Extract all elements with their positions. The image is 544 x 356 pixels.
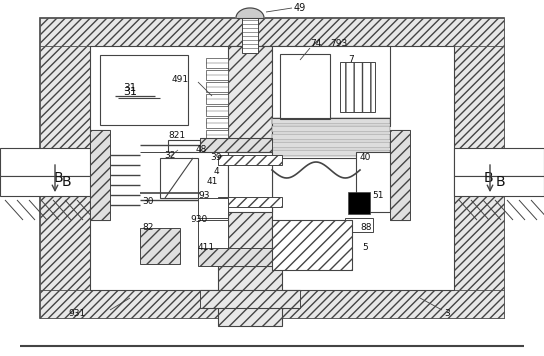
Bar [200, 138, 272, 152]
Text: 30: 30 [142, 198, 153, 206]
Bar [218, 155, 282, 165]
Bar [390, 130, 410, 220]
Polygon shape [90, 290, 454, 318]
Polygon shape [40, 18, 504, 46]
Bar [340, 62, 375, 112]
Text: 931: 931 [68, 309, 85, 319]
Text: 51: 51 [372, 192, 384, 200]
Text: 88: 88 [360, 224, 372, 232]
Bar [90, 130, 110, 220]
Polygon shape [272, 46, 390, 126]
Text: 31: 31 [123, 83, 137, 93]
Bar [272, 150, 390, 156]
Bar [454, 176, 544, 196]
Bar [280, 54, 330, 119]
Text: 7: 7 [348, 56, 354, 64]
Bar [272, 142, 390, 148]
Text: 4: 4 [214, 168, 220, 177]
Text: 411: 411 [198, 244, 215, 252]
Bar [218, 197, 282, 207]
Polygon shape [40, 46, 90, 290]
Polygon shape [2, 150, 88, 174]
Bar [272, 220, 352, 270]
Bar [356, 152, 390, 212]
Bar [228, 46, 272, 300]
Text: 93: 93 [198, 192, 209, 200]
Bar [90, 46, 454, 290]
Text: B: B [496, 175, 505, 189]
Text: 48: 48 [196, 146, 207, 155]
Bar [228, 152, 272, 212]
Text: 3: 3 [444, 309, 450, 319]
Bar [272, 46, 390, 126]
Text: 74: 74 [310, 40, 322, 48]
Text: 41: 41 [207, 178, 218, 187]
Text: 49: 49 [294, 3, 306, 13]
Bar [206, 142, 228, 152]
Bar [168, 140, 200, 152]
Bar [206, 106, 228, 116]
Bar [206, 130, 228, 140]
Text: 793: 793 [330, 40, 347, 48]
Bar [272, 118, 390, 124]
Polygon shape [40, 290, 504, 318]
Bar [198, 220, 228, 250]
Bar [206, 94, 228, 104]
Text: 491: 491 [172, 75, 189, 84]
Text: 31: 31 [123, 87, 137, 97]
Bar [454, 148, 544, 176]
Bar [348, 192, 370, 214]
Bar [0, 176, 90, 196]
Bar [272, 220, 352, 270]
Polygon shape [40, 290, 504, 318]
Bar [0, 148, 90, 176]
Text: 32: 32 [164, 152, 175, 161]
Bar [198, 198, 228, 218]
Bar [40, 18, 504, 318]
Text: 5: 5 [362, 244, 368, 252]
Text: 82: 82 [142, 224, 153, 232]
Bar [206, 70, 228, 80]
Text: 930: 930 [190, 215, 207, 225]
Text: B: B [53, 171, 63, 185]
Bar [160, 158, 198, 198]
Bar [140, 228, 180, 264]
Text: 39: 39 [210, 153, 221, 162]
Bar [242, 18, 258, 53]
Text: 821: 821 [168, 131, 185, 141]
Bar [198, 248, 272, 266]
Text: 40: 40 [360, 153, 372, 162]
Bar [200, 290, 300, 308]
Polygon shape [456, 150, 540, 174]
Bar [272, 134, 390, 140]
Bar [345, 218, 373, 232]
Bar [100, 55, 188, 125]
Polygon shape [454, 46, 504, 290]
Bar [272, 126, 390, 132]
Bar [206, 82, 228, 92]
Polygon shape [236, 8, 264, 18]
Bar [206, 118, 228, 128]
Text: B: B [62, 175, 72, 189]
Text: B: B [483, 171, 493, 185]
Bar [206, 58, 228, 68]
Bar [218, 266, 282, 326]
